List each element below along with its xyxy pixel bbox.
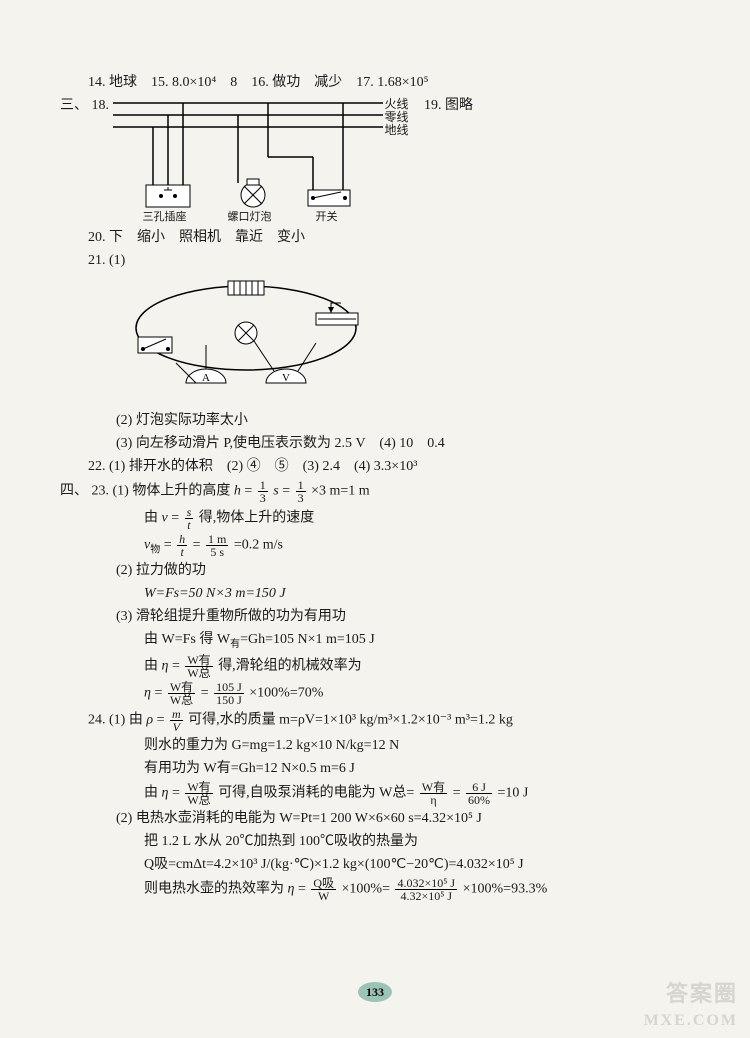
q22: 22. (1) 排开水的体积 (2) ④ ⑤ (3) 2.4 (4) 3.3×1…	[88, 456, 710, 477]
frac-105-150: 105 J150 J	[214, 681, 244, 706]
q23-8: 由 η = W有W总 得,滑轮组的机械效率为	[144, 654, 710, 679]
eq: =	[154, 686, 162, 701]
frac-1-3a: 13	[258, 479, 268, 504]
q23-l1tail: ×3 m=1 m	[311, 484, 370, 499]
q24-3: 有用功为 W有=Gh=12 N×0.5 m=6 J	[144, 758, 710, 779]
eq: =	[244, 484, 252, 499]
t: 可得,自吸泵消耗的电能为 W总=	[218, 786, 414, 801]
sub: 物	[150, 545, 160, 556]
frac-wy-wz: W有W总	[185, 654, 212, 679]
page-number: 133	[358, 982, 392, 1002]
frac-s-t: st	[185, 506, 194, 531]
t: 由	[144, 511, 162, 526]
q24-1: 24. (1) 由 ρ = mV 可得,水的质量 m=ρV=1×10³ kg/m…	[88, 708, 710, 733]
frac-result: 4.032×10⁵ J4.32×10⁵ J	[395, 877, 457, 902]
q21-3: (3) 向左移动滑片 P,使电压表示数为 2.5 V (4) 10 0.4	[116, 433, 710, 454]
t: 由	[144, 659, 162, 674]
var-s: s	[273, 484, 278, 499]
q23-l1a: 23. (1) 物体上升的高度	[92, 484, 234, 499]
page: 14. 地球 15. 8.0×10⁴ 8 16. 做功 减少 17. 1.68×…	[0, 0, 750, 924]
label-socket: 三孔插座	[143, 209, 187, 226]
q24-4: 由 η = W有W总 可得,自吸泵消耗的电能为 W总= W有η = 6 J60%…	[144, 781, 710, 806]
q23-7: 由 W=Fs 得 W有=Gh=105 N×1 m=105 J	[144, 629, 710, 652]
frac-1-3b: 13	[296, 479, 306, 504]
label-ground: 地线	[385, 121, 409, 139]
var-h: h	[234, 484, 241, 499]
sub: 有	[230, 639, 240, 650]
eq: =	[201, 686, 209, 701]
q23-3: v物 = ht = 1 m5 s =0.2 m/s	[144, 533, 710, 558]
q18-row: 三、 18.	[60, 95, 710, 225]
t: 得,滑轮组的机械效率为	[218, 659, 362, 674]
q24-5: (2) 电热水壶消耗的电能为 W=Pt=1 200 W×6×60 s=4.32×…	[116, 808, 710, 829]
frac-wy-wz3: W有W总	[185, 781, 212, 806]
svg-text:V: V	[282, 372, 290, 384]
q23-1: 四、 23. (1) 物体上升的高度 h = 13 s = 13 ×3 m=1 …	[60, 479, 710, 504]
q21-1: 21. (1)	[88, 250, 710, 271]
t: 由 W=Fs 得 W	[144, 632, 230, 647]
frac-m-v: mV	[170, 708, 183, 733]
svg-text:A: A	[202, 372, 210, 384]
t: 可得,水的质量 m=ρV=1×10³ kg/m³×1.2×10⁻³ m³=1.2…	[188, 713, 513, 728]
frac-wy-eta: W有η	[420, 781, 447, 806]
t: 24. (1) 由	[88, 713, 146, 728]
frac-1m-5s: 1 m5 s	[206, 533, 228, 558]
eq: =	[453, 786, 461, 801]
eq: =	[171, 511, 179, 526]
watermark-1: 答案圈	[666, 976, 738, 1008]
q24-6: 把 1.2 L 水从 20℃加热到 100℃吸收的热量为	[144, 831, 710, 852]
label-switch: 开关	[316, 209, 338, 226]
q23-4: (2) 拉力做的功	[116, 560, 710, 581]
q19: 19. 图略	[424, 98, 473, 113]
t: =Gh=105 N×1 m=105 J	[240, 632, 375, 647]
frac-wy-wz2: W有W总	[168, 681, 195, 706]
eta: η	[162, 786, 169, 801]
t: ×100%=	[342, 882, 390, 897]
eta: η	[144, 686, 151, 701]
eq: =	[172, 786, 180, 801]
frac-h-t: ht	[177, 533, 187, 558]
circuit-svg	[113, 95, 413, 225]
t: =10 J	[498, 786, 529, 801]
label-lamp: 螺口灯泡	[228, 209, 272, 226]
q24-2: 则水的重力为 G=mg=1.2 kg×10 N/kg=12 N	[144, 735, 710, 756]
eta: η	[288, 882, 295, 897]
q24-8: 则电热水壶的热效率为 η = Q吸W ×100%= 4.032×10⁵ J4.3…	[144, 877, 710, 902]
t: ×100%=93.3%	[463, 882, 548, 897]
t: 则电热水壶的热效率为	[144, 882, 288, 897]
circuit-diagram-18: 火线 零线 地线 三孔插座 螺口灯泡 开关	[113, 95, 413, 225]
eq2: =	[282, 484, 290, 499]
q23-6: (3) 滑轮组提升重物所做的功为有用功	[116, 606, 710, 627]
eta: η	[162, 659, 169, 674]
eq: =	[164, 538, 172, 553]
q23-2: 由 v = st 得,物体上升的速度	[144, 506, 710, 531]
t: 得,物体上升的速度	[199, 511, 315, 526]
t: 由	[144, 786, 162, 801]
eq: =	[298, 882, 306, 897]
var-v: v	[162, 511, 168, 526]
experiment-diagram-21: A V	[116, 273, 376, 403]
q18-label: 18.	[92, 98, 110, 113]
t: =0.2 m/s	[234, 538, 283, 553]
q23-9: η = W有W总 = 105 J150 J ×100%=70%	[144, 681, 710, 706]
eq: =	[157, 713, 165, 728]
q20: 20. 下 缩小 照相机 靠近 变小	[88, 227, 710, 248]
q21-2: (2) 灯泡实际功率太小	[116, 410, 710, 431]
eq: =	[172, 659, 180, 674]
eq: =	[193, 538, 201, 553]
section-3-label: 三、	[60, 98, 88, 113]
q24-7: Q吸=cmΔt=4.2×10³ J/(kg·℃)×1.2 kg×(100℃−20…	[144, 854, 710, 875]
t: ×100%=70%	[249, 686, 323, 701]
q14: 14. 地球 15. 8.0×10⁴ 8 16. 做功 减少 17. 1.68×…	[88, 72, 710, 93]
frac-q-w: Q吸W	[311, 877, 336, 902]
rho: ρ	[146, 713, 153, 728]
section-4-label: 四、	[60, 484, 88, 499]
q23-5: W=Fs=50 N×3 m=150 J	[144, 583, 710, 604]
watermark-2: MXE.COM	[644, 1012, 738, 1030]
frac-6j-60: 6 J60%	[466, 781, 492, 806]
